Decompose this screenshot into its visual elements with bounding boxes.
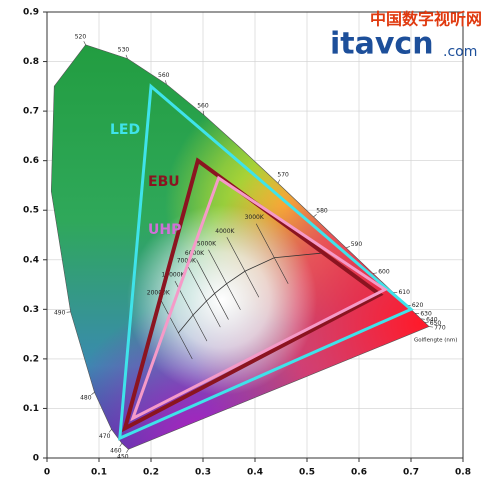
- gamut-triangle: [130, 175, 388, 422]
- isotemperature-line: [226, 237, 260, 298]
- spectral-locus: [50, 44, 430, 450]
- x-tick-label: 0.5: [299, 468, 315, 478]
- locus-tick: [277, 179, 281, 184]
- y-tick-label: 0.1: [23, 404, 39, 414]
- legend-label: UHP: [148, 222, 181, 238]
- isotemperature-line: [174, 280, 208, 342]
- y-tick-label: 0.2: [23, 354, 39, 364]
- temperature-label: 20000K: [147, 290, 171, 297]
- x-tick-label: 0.7: [403, 468, 419, 478]
- isotemperature-line: [188, 266, 221, 328]
- y-tick-label: 0.5: [23, 206, 39, 216]
- wavelength-label: 600: [378, 269, 390, 276]
- planckian-locus: [177, 252, 321, 334]
- wavelength-label: 580: [316, 208, 328, 215]
- wavelength-label: 450: [117, 454, 129, 461]
- y-tick-label: 0.6: [23, 156, 39, 166]
- wavelength-label: 470: [99, 433, 111, 440]
- wavelength-note: Golflengte (nm): [414, 338, 457, 344]
- wavelength-label: 480: [80, 394, 92, 401]
- x-tick-label: 0.3: [195, 468, 211, 478]
- wavelength-label: 620: [412, 302, 424, 309]
- y-tick-label: 0: [33, 454, 39, 464]
- legend-label: EBU: [148, 174, 180, 190]
- wavelength-label: 630: [420, 311, 432, 318]
- locus-tick: [126, 449, 129, 453]
- x-tick-label: 0.2: [143, 468, 159, 478]
- y-tick-label: 0.4: [23, 255, 39, 265]
- y-tick-label: 0.3: [23, 305, 39, 315]
- locus-tick: [165, 80, 167, 85]
- wavelength-label: 770: [434, 324, 446, 331]
- wavelength-label: 560: [158, 72, 170, 79]
- locus-tick: [119, 443, 123, 447]
- wavelength-label: 560: [197, 102, 209, 109]
- x-tick-label: 0.1: [91, 468, 107, 478]
- locus-tick: [91, 392, 95, 395]
- watermark-site: 中国数字视听网: [370, 10, 482, 29]
- isotemperature-line: [160, 298, 193, 360]
- temperature-label: 6000K: [185, 250, 205, 257]
- locus-tick: [125, 54, 128, 59]
- temperature-label: 10000K: [161, 272, 185, 279]
- gamut-triangle: [121, 157, 384, 433]
- locus-tick: [372, 272, 378, 274]
- wavelength-label: 610: [398, 289, 410, 296]
- temperature-label: 7000K: [177, 258, 197, 265]
- x-tick-label: 0: [44, 468, 50, 478]
- wavelength-label: 570: [277, 172, 289, 179]
- wavelength-label: 460: [110, 447, 122, 454]
- locus-tick: [108, 429, 112, 433]
- x-tick-label: 0.8: [455, 468, 471, 478]
- locus-tick: [83, 41, 86, 45]
- plot: 0 0.1 0.2 0.3 0.4 0.5 0.6 0.7 0.8 0 0.1 0.2 0.3 0.4 0.…: [23, 8, 471, 478]
- y-tick-label: 0.9: [23, 8, 39, 18]
- y-tick-label: 0.7: [23, 107, 39, 117]
- locus-tick: [313, 214, 317, 218]
- locus-tick: [424, 321, 429, 324]
- x-tick-label: 0.4: [247, 468, 263, 478]
- plot-frame: [46, 11, 464, 459]
- x-tick-label: 0.6: [351, 468, 367, 478]
- temperature-label: 4000K: [215, 228, 235, 235]
- locus-tick: [428, 326, 434, 328]
- wavelength-label: 490: [54, 309, 66, 316]
- wavelength-label: 640: [426, 316, 438, 323]
- wavelength-label: 650: [430, 320, 442, 327]
- legend-label: LED: [110, 122, 140, 138]
- isotemperature-line: [208, 249, 241, 310]
- gamut-triangle: [118, 83, 414, 441]
- isotemperature-line: [196, 259, 229, 320]
- wavelength-label: 590: [351, 241, 363, 248]
- wavelength-label: 530: [118, 47, 130, 54]
- isotemperature-line: [255, 223, 289, 284]
- y-tick-label: 0.8: [23, 57, 39, 67]
- watermark-brand: itavcn: [330, 27, 434, 62]
- wavelength-label: 520: [75, 33, 87, 40]
- locus-tick: [346, 246, 350, 249]
- temperature-label: 3000K: [245, 214, 265, 221]
- watermark-domain: .com: [443, 44, 477, 60]
- temperature-label: 5000K: [197, 240, 217, 247]
